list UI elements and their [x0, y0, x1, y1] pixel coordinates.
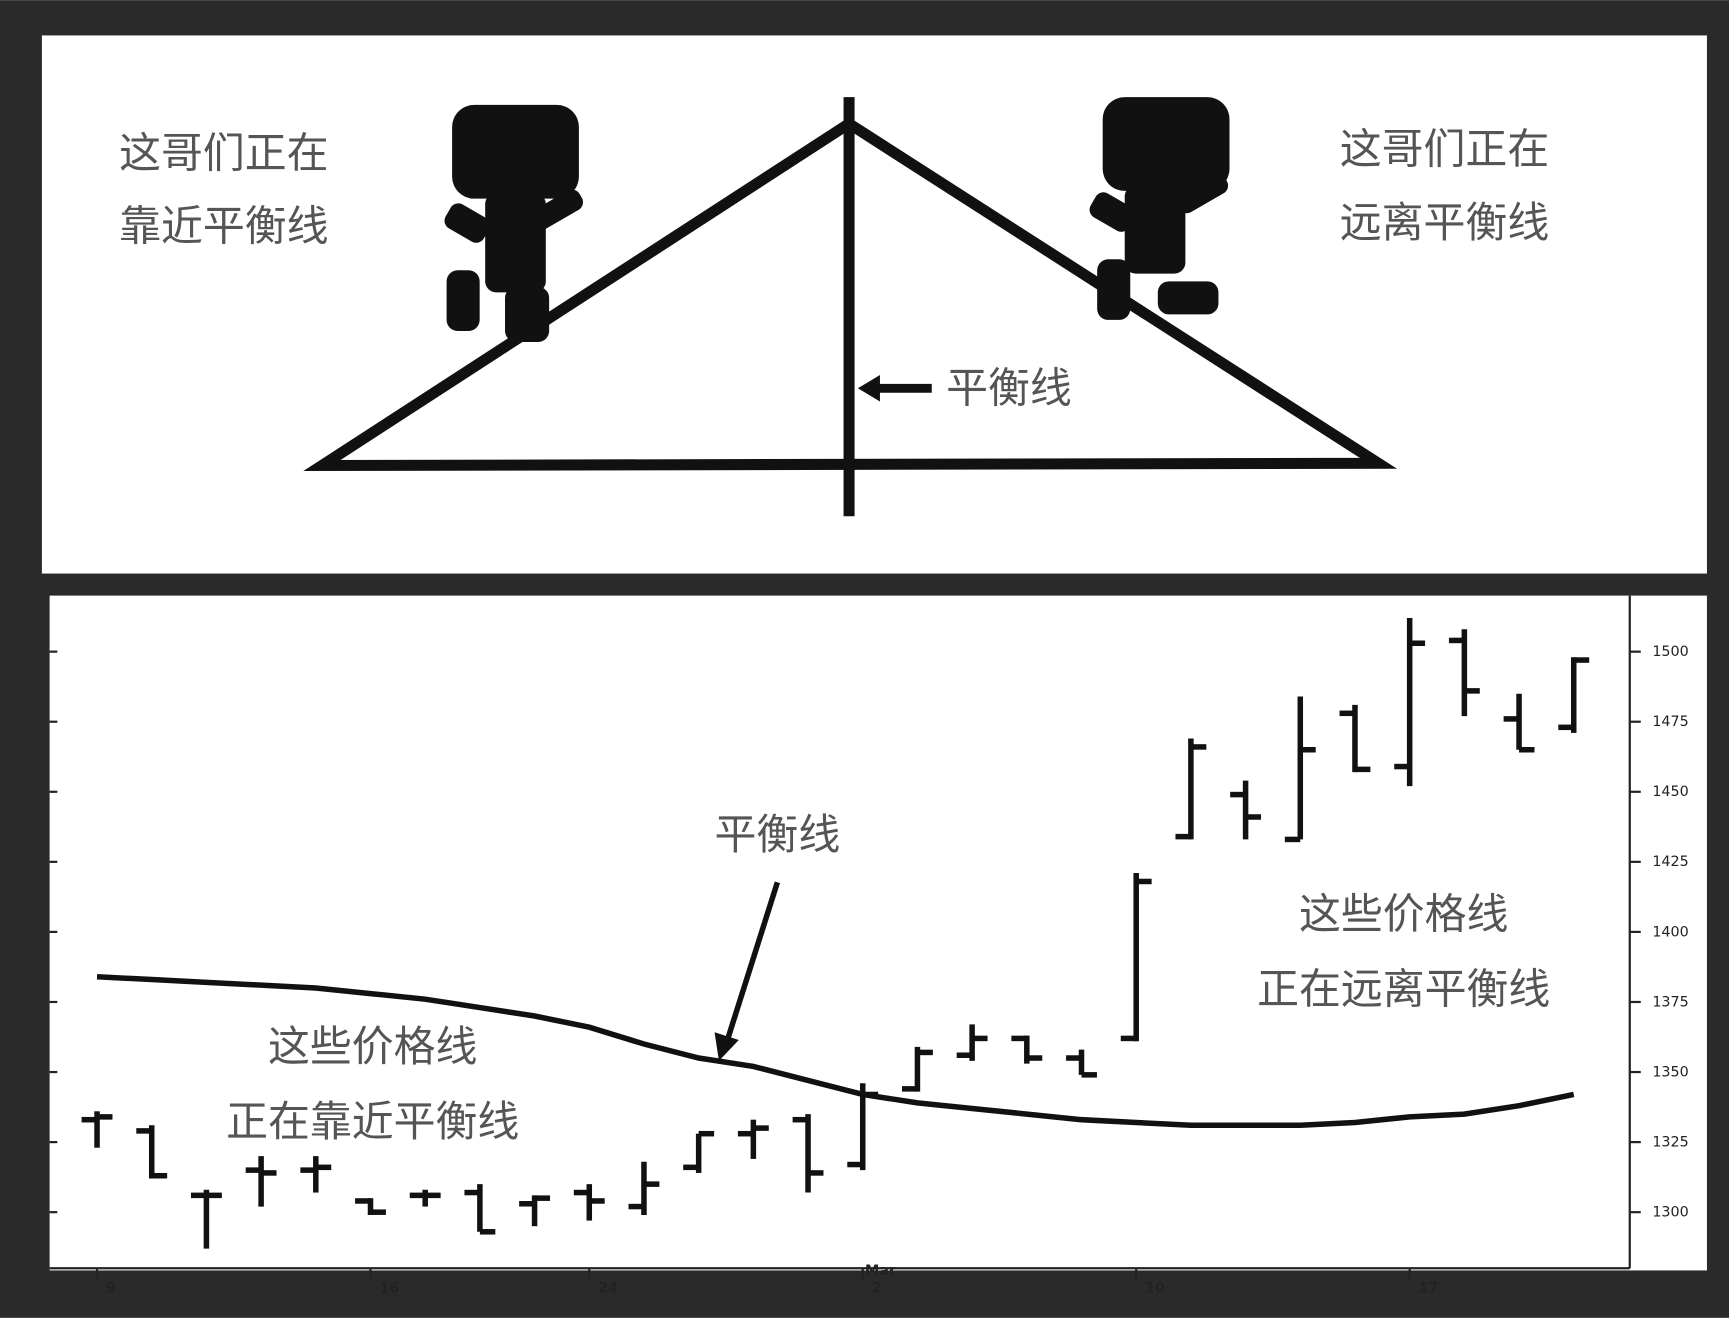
x-tick-label: 2	[872, 1280, 882, 1296]
x-tick-label: 10	[1145, 1280, 1165, 1296]
annotation: 这些价格线	[1299, 890, 1508, 939]
x-tick-label: 17	[1418, 1280, 1438, 1296]
walker-left	[444, 104, 584, 342]
x-tick-label: 24	[598, 1280, 618, 1296]
right-text: 远离平衡线	[1340, 198, 1549, 247]
line-label: 平衡线	[946, 364, 1072, 413]
x-tick-label: 9	[106, 1280, 116, 1296]
arrow-head	[857, 375, 880, 402]
annotation-arrow	[725, 881, 781, 1040]
y-tick-label: 1450	[1652, 784, 1688, 800]
right-text: 这哥们正在	[1340, 124, 1549, 173]
annotation: 正在靠近平衡线	[226, 1097, 519, 1146]
annotation: 正在远离平衡线	[1257, 965, 1550, 1014]
y-tick-label: 1350	[1652, 1064, 1688, 1080]
y-tick-label: 1375	[1652, 994, 1688, 1010]
month-label: Mar	[865, 1263, 897, 1279]
y-tick-label: 1300	[1652, 1205, 1688, 1221]
y-tick-label: 1475	[1652, 714, 1688, 730]
y-tick-label: 1325	[1652, 1135, 1688, 1151]
y-tick-label: 1425	[1652, 854, 1688, 870]
annotation-arrow-head	[714, 1032, 739, 1061]
left-text: 这哥们正在	[119, 129, 328, 178]
annotation: 这些价格线	[268, 1022, 477, 1071]
annotation: 平衡线	[715, 810, 841, 859]
y-tick-label: 1400	[1652, 924, 1688, 940]
walker-right	[1089, 97, 1230, 320]
bottom-panel	[49, 595, 1707, 1271]
balance-line	[96, 974, 1575, 1129]
left-text: 靠近平衡线	[119, 202, 328, 251]
y-tick-label: 1500	[1652, 644, 1688, 660]
top-panel	[41, 35, 1707, 574]
x-tick-label: 16	[379, 1280, 399, 1296]
